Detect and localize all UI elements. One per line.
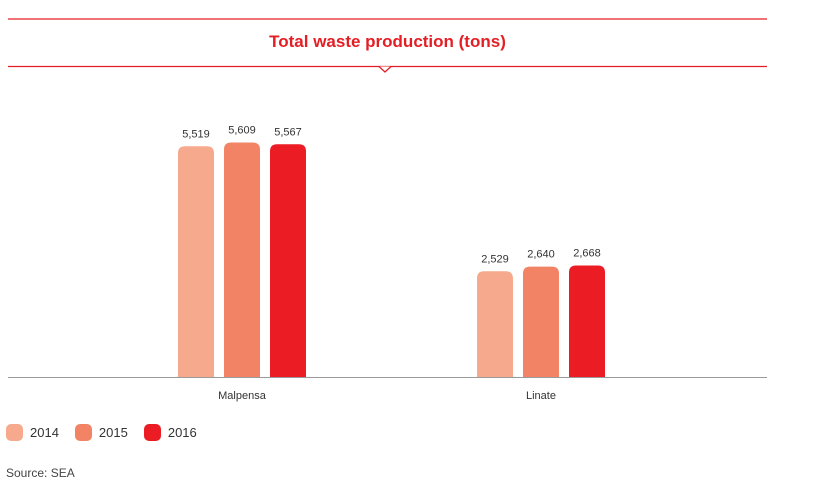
legend: 2014 2015 2016 (6, 422, 197, 442)
category-label-linate: Linate (526, 390, 556, 402)
title-pointer (378, 66, 392, 73)
legend-label-2014: 2014 (30, 424, 59, 440)
bar-malpensa-2016 (270, 144, 306, 377)
value-label-linate-2016: 2,668 (573, 247, 601, 259)
value-label-malpensa-2016: 5,567 (274, 126, 302, 138)
category-labels-group: Malpensa Linate (218, 390, 556, 402)
legend-item-2014: 2014 (6, 423, 59, 441)
bar-malpensa-2015 (224, 142, 260, 377)
value-label-linate-2014: 2,529 (481, 253, 509, 265)
bar-linate-2016 (569, 265, 605, 377)
legend-swatch-2014 (6, 423, 23, 441)
bars-group (178, 142, 605, 377)
source-note: Source: SEA (6, 466, 75, 480)
value-label-linate-2015: 2,640 (527, 249, 555, 261)
bar-linate-2015 (523, 266, 559, 377)
value-labels-group: 5,519 5,609 5,567 2,529 2,640 2,668 (182, 125, 601, 266)
legend-label-2016: 2016 (167, 424, 197, 440)
value-label-malpensa-2015: 5,609 (228, 125, 256, 137)
bar-linate-2014 (477, 271, 513, 377)
category-label-malpensa: Malpensa (218, 390, 267, 402)
bar-malpensa-2014 (178, 146, 214, 377)
value-label-malpensa-2014: 5,519 (182, 128, 210, 140)
legend-swatch-2015 (74, 423, 92, 441)
chart-title: Total waste production (tons) (269, 32, 506, 51)
legend-swatch-2016 (143, 423, 161, 441)
legend-label-2015: 2015 (98, 424, 128, 440)
legend-item-2015: 2015 (74, 423, 128, 441)
legend-item-2016: 2016 (143, 423, 197, 441)
